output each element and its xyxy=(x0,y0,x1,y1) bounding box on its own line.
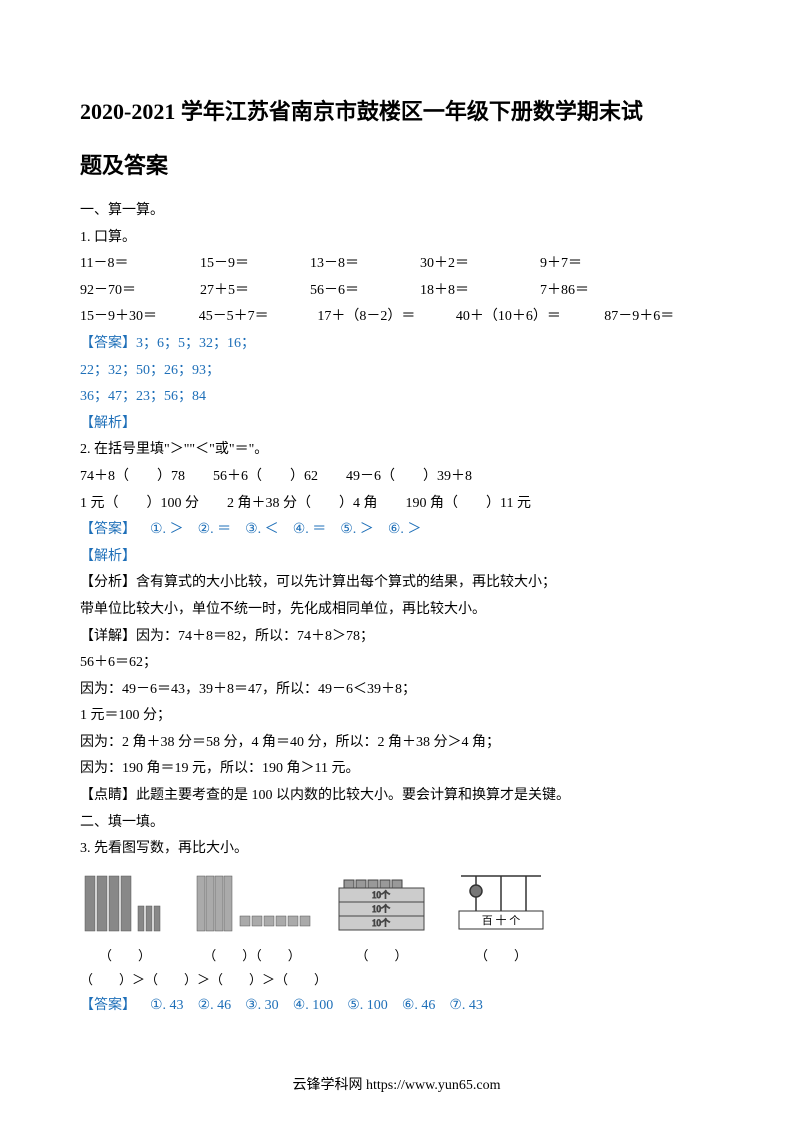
xj-text: 因为：74＋8＝82，所以：74＋8＞78； xyxy=(136,629,374,644)
q1-row1: 11－8＝ 15－9＝ 13－8＝ 30＋2＝ 9＋7＝ xyxy=(80,251,713,278)
q3-compare-line: （ ）＞（ ）＞（ ）＞（ ） xyxy=(80,968,713,993)
fenxi-text: 含有算式的大小比较，可以先计算出每个算式的结果，再比较大小； xyxy=(136,575,556,590)
svg-text:10个: 10个 xyxy=(372,890,390,900)
dianqing-label: 【点睛】 xyxy=(80,788,136,803)
question-1-label: 1. 口算。 xyxy=(80,225,713,252)
fenxi-line: 【分析】含有算式的大小比较，可以先计算出每个算式的结果，再比较大小； xyxy=(80,570,713,597)
xiangjie-line1: 【详解】因为：74＋8＝82，所以：74＋8＞78； xyxy=(80,624,713,651)
ans-item: ②. ＝ xyxy=(198,517,232,544)
page-title-line2: 题及答案 xyxy=(80,144,713,188)
xiangjie-label: 【详解】 xyxy=(80,629,136,644)
dianqing-text: 此题主要考查的是 100 以内数的比较大小。要会计算和换算才是关键。 xyxy=(136,788,570,803)
rods-icon xyxy=(80,871,170,936)
ans-item: ④. ＝ xyxy=(293,517,327,544)
xj5: 因为：2 角＋38 分＝58 分，4 角＝40 分，所以：2 角＋38 分＞4 … xyxy=(80,730,713,757)
ans-item: ④. 100 xyxy=(293,993,334,1020)
blank: （ ） xyxy=(451,945,551,964)
question-3-label: 3. 先看图写数，再比大小。 xyxy=(80,836,713,863)
cell: 18＋8＝ xyxy=(420,278,540,305)
ans-item: ⑤. 100 xyxy=(347,993,388,1020)
cell: 92－70＝ xyxy=(80,278,200,305)
q3-images-row: 10个 10个 10个 百 十 个 xyxy=(80,871,713,941)
cell: 7＋86＝ xyxy=(540,278,640,305)
cell: 45－5＋7＝ xyxy=(199,304,318,331)
abacus-icon: 百 十 个 xyxy=(451,871,551,936)
ans-item: ⑥. ＞ xyxy=(388,517,422,544)
blank: （ ） xyxy=(334,945,429,964)
tray-icon: 10个 10个 10个 xyxy=(334,876,429,936)
q2-row1: 74＋8（ ）78 56＋6（ ）62 49－6（ ）39＋8 xyxy=(80,464,713,491)
ans-item: ③. 30 xyxy=(245,993,279,1020)
abacus-label: 百 十 个 xyxy=(482,913,521,927)
answer-1: 【答案】3；6；5；32；16； xyxy=(80,331,713,358)
question-2-label: 2. 在括号里填"＞""＜"或"＝"。 xyxy=(80,437,713,464)
cell: 27＋5＝ xyxy=(200,278,310,305)
cell: 13－8＝ xyxy=(310,251,420,278)
cell: 15－9＋30＝ xyxy=(80,304,199,331)
ans-item: ①. ＞ xyxy=(150,517,184,544)
blank: （ ） xyxy=(80,945,170,964)
dianqing-line: 【点睛】此题主要考查的是 100 以内数的比较大小。要会计算和换算才是关键。 xyxy=(80,783,713,810)
svg-text:10个: 10个 xyxy=(372,904,390,914)
q1-row2: 92－70＝ 27＋5＝ 56－6＝ 18＋8＝ 7＋86＝ xyxy=(80,278,713,305)
blocks-icon xyxy=(192,871,312,936)
xj3: 因为：49－6＝43，39＋8＝47，所以：49－6＜39＋8； xyxy=(80,677,713,704)
q1-row3: 15－9＋30＝ 45－5＋7＝ 17＋（8－2）＝ 40＋（10＋6）＝ 87… xyxy=(80,304,713,331)
answer-1c: 36；47；23；56；84 xyxy=(80,384,713,411)
fenxi-line2: 带单位比较大小，单位不统一时，先化成相同单位，再比较大小。 xyxy=(80,597,713,624)
answer-label: 【答案】 xyxy=(80,993,136,1020)
xj4: 1 元＝100 分； xyxy=(80,703,713,730)
cell: 9＋7＝ xyxy=(540,251,640,278)
blank-pair: （ ）（ ） xyxy=(192,945,312,964)
answer-label: 【答案】 xyxy=(80,517,136,544)
ans-item: ⑦. 43 xyxy=(449,993,483,1020)
q3-image-4: 百 十 个 xyxy=(451,871,551,941)
parse-label-2: 【解析】 xyxy=(80,544,713,571)
ans-item: ②. 46 xyxy=(198,993,232,1020)
ans-item: ⑤. ＞ xyxy=(340,517,374,544)
cell: 40＋（10＋6）＝ xyxy=(456,304,604,331)
xj2: 56＋6＝62； xyxy=(80,650,713,677)
fenxi-label: 【分析】 xyxy=(80,575,136,590)
answer-text: 3；6；5；32；16； xyxy=(136,336,255,351)
cell: 87－9＋6＝ xyxy=(604,304,713,331)
q2-row2: 1 元（ ）100 分 2 角＋38 分（ ）4 角 190 角（ ）11 元 xyxy=(80,491,713,518)
answer-3: 【答案】 ①. 43 ②. 46 ③. 30 ④. 100 ⑤. 100 ⑥. … xyxy=(80,993,713,1020)
q3-blanks-row: （ ） （ ）（ ） （ ） （ ） xyxy=(80,945,713,964)
cell: 56－6＝ xyxy=(310,278,420,305)
answer-1b: 22；32；50；26；93； xyxy=(80,358,713,385)
answer-2: 【答案】 ①. ＞ ②. ＝ ③. ＜ ④. ＝ ⑤. ＞ ⑥. ＞ xyxy=(80,517,713,544)
ans-item: ⑥. 46 xyxy=(402,993,436,1020)
section-1-heading: 一、算一算。 xyxy=(80,198,713,225)
page-footer: 云锋学科网 https://www.yun65.com xyxy=(0,1074,793,1094)
cell: 17＋（8－2）＝ xyxy=(317,304,455,331)
q3-image-2 xyxy=(192,871,312,941)
xj6: 因为：190 角＝19 元，所以：190 角＞11 元。 xyxy=(80,756,713,783)
svg-text:10个: 10个 xyxy=(372,918,390,928)
q3-image-3: 10个 10个 10个 xyxy=(334,876,429,941)
ans-item: ①. 43 xyxy=(150,993,184,1020)
section-2-heading: 二、填一填。 xyxy=(80,810,713,837)
ans-item: ③. ＜ xyxy=(245,517,279,544)
answer-label: 【答案】 xyxy=(80,336,136,351)
q3-image-1 xyxy=(80,871,170,941)
page-title-line1: 2020-2021 学年江苏省南京市鼓楼区一年级下册数学期末试 xyxy=(80,90,713,134)
cell: 11－8＝ xyxy=(80,251,200,278)
cell: 15－9＝ xyxy=(200,251,310,278)
cell: 30＋2＝ xyxy=(420,251,540,278)
parse-label-1: 【解析】 xyxy=(80,411,713,438)
